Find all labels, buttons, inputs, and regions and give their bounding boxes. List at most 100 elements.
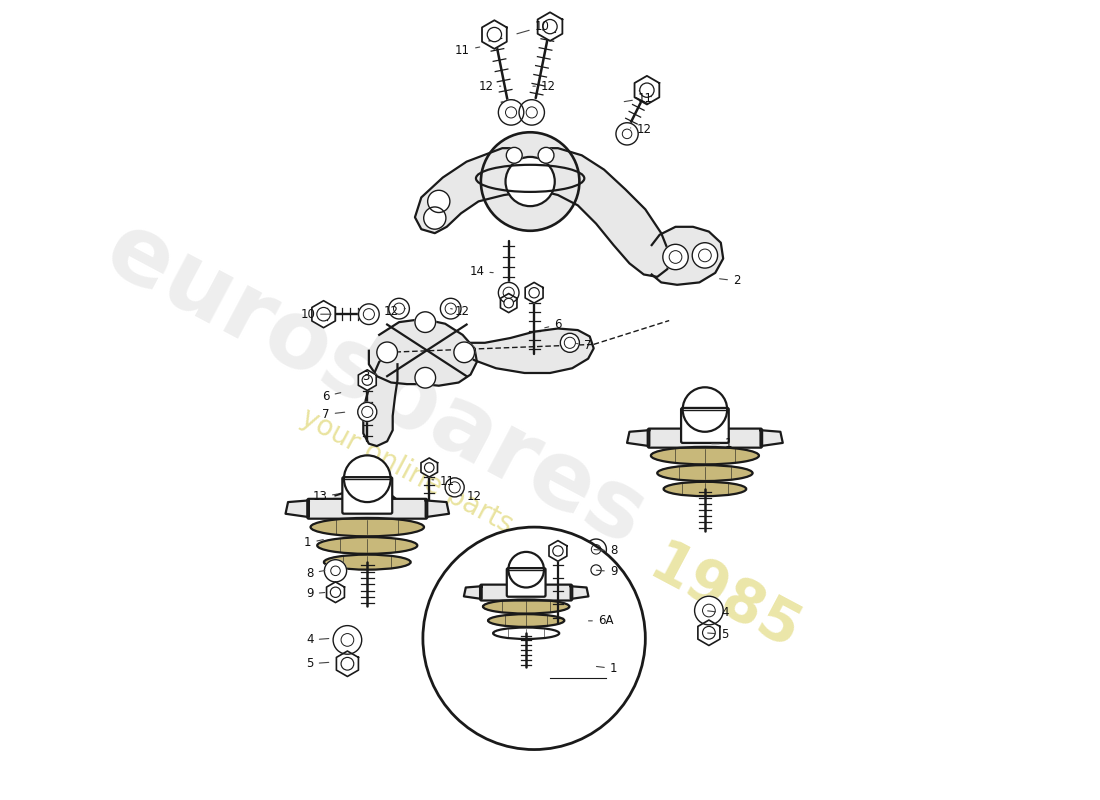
Text: eurospares: eurospares	[90, 203, 660, 565]
Circle shape	[586, 539, 606, 560]
Circle shape	[362, 406, 373, 418]
Ellipse shape	[658, 465, 752, 481]
Text: 8: 8	[594, 545, 617, 558]
Circle shape	[519, 100, 544, 125]
Ellipse shape	[476, 165, 584, 192]
Ellipse shape	[651, 447, 759, 464]
FancyBboxPatch shape	[507, 568, 546, 597]
Circle shape	[330, 587, 341, 598]
Circle shape	[344, 455, 390, 502]
Circle shape	[498, 282, 519, 303]
FancyBboxPatch shape	[480, 585, 572, 601]
Circle shape	[388, 298, 409, 319]
Circle shape	[560, 334, 580, 352]
Circle shape	[449, 482, 460, 493]
Circle shape	[616, 122, 638, 145]
Text: 6A: 6A	[588, 614, 614, 627]
Circle shape	[415, 367, 436, 388]
Polygon shape	[482, 20, 507, 49]
Circle shape	[424, 207, 446, 229]
Text: 6: 6	[322, 390, 341, 402]
Text: 9: 9	[306, 587, 324, 600]
Text: 7: 7	[322, 408, 344, 421]
Polygon shape	[525, 282, 543, 303]
Text: 1: 1	[712, 437, 733, 450]
Text: 11: 11	[624, 92, 652, 105]
Text: 1: 1	[304, 537, 323, 550]
Circle shape	[487, 27, 502, 42]
FancyBboxPatch shape	[342, 477, 393, 514]
Circle shape	[425, 462, 435, 472]
Text: 11: 11	[455, 44, 480, 57]
Circle shape	[506, 147, 522, 163]
Circle shape	[481, 132, 580, 230]
Polygon shape	[337, 651, 359, 677]
Circle shape	[359, 304, 380, 325]
Text: 4: 4	[707, 606, 728, 619]
Ellipse shape	[493, 627, 559, 639]
Ellipse shape	[317, 537, 417, 554]
Text: 12: 12	[630, 123, 651, 136]
Circle shape	[623, 129, 631, 138]
Circle shape	[415, 312, 436, 333]
Text: 7: 7	[576, 339, 591, 353]
FancyBboxPatch shape	[648, 429, 762, 448]
FancyBboxPatch shape	[307, 499, 427, 518]
Circle shape	[422, 527, 646, 750]
Polygon shape	[327, 582, 344, 602]
Polygon shape	[421, 458, 438, 477]
Text: 8: 8	[307, 566, 324, 580]
Circle shape	[446, 478, 464, 497]
Circle shape	[506, 107, 517, 118]
Text: 12: 12	[384, 305, 406, 318]
Polygon shape	[500, 294, 517, 313]
Polygon shape	[635, 76, 659, 105]
Polygon shape	[538, 12, 562, 41]
Text: 1: 1	[596, 662, 617, 675]
Circle shape	[504, 298, 514, 308]
Text: 6: 6	[544, 318, 562, 331]
Circle shape	[538, 147, 554, 163]
Text: 4: 4	[306, 634, 329, 646]
Text: 12: 12	[478, 80, 500, 93]
Circle shape	[506, 157, 554, 206]
Circle shape	[341, 658, 354, 670]
Text: 11: 11	[432, 474, 454, 487]
Circle shape	[377, 342, 397, 362]
FancyBboxPatch shape	[681, 408, 728, 443]
Circle shape	[428, 190, 450, 213]
Circle shape	[503, 287, 515, 298]
Polygon shape	[363, 354, 397, 446]
Text: 14: 14	[470, 265, 493, 278]
Text: 12: 12	[451, 305, 470, 318]
Circle shape	[333, 626, 362, 654]
Text: 3: 3	[362, 370, 376, 382]
Circle shape	[446, 303, 456, 314]
Ellipse shape	[323, 554, 410, 570]
Circle shape	[394, 303, 405, 314]
Polygon shape	[464, 329, 594, 373]
Polygon shape	[587, 560, 605, 580]
Circle shape	[358, 402, 377, 422]
Circle shape	[542, 19, 557, 34]
Polygon shape	[426, 501, 449, 517]
Polygon shape	[368, 319, 477, 386]
Text: 2: 2	[719, 274, 740, 287]
Circle shape	[526, 107, 537, 118]
Text: 5: 5	[307, 658, 329, 670]
Circle shape	[694, 596, 723, 625]
Circle shape	[640, 83, 654, 98]
Circle shape	[317, 307, 330, 321]
Polygon shape	[286, 501, 309, 517]
Circle shape	[703, 626, 715, 639]
Circle shape	[663, 244, 689, 270]
Circle shape	[362, 375, 373, 386]
Ellipse shape	[310, 518, 424, 536]
Circle shape	[692, 242, 717, 268]
Circle shape	[529, 287, 539, 298]
Polygon shape	[331, 490, 397, 515]
Text: 13: 13	[312, 490, 337, 503]
Polygon shape	[571, 586, 588, 599]
Circle shape	[553, 546, 563, 556]
Circle shape	[591, 565, 602, 575]
